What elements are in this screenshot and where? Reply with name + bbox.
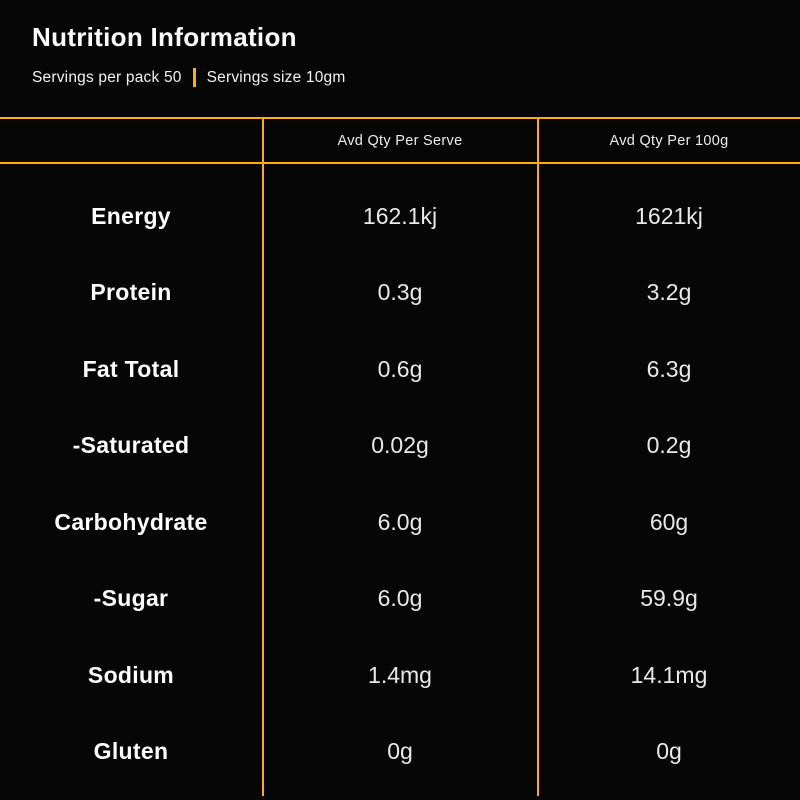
servings-info: Servings per pack 50 Servings size 10gm [32,68,800,87]
table-row: -Sugar 6.0g 59.9g [0,561,800,638]
serving-size-label: Servings size 10gm [206,68,346,86]
table-row: Sodium 1.4mg 14.1mg [0,637,800,714]
table-row: Carbohydrate 6.0g 60g [0,484,800,561]
row-label: Fat Total [82,355,180,382]
value-per-serve: 0.6g [377,355,423,382]
table-row: Fat Total 0.6g 6.3g [0,331,800,408]
row-label: Protein [90,279,172,306]
column-header-per-100g: Avd Qty Per 100g [609,132,729,149]
table-row: -Saturated 0.02g 0.2g [0,408,800,485]
row-label: -Saturated [72,432,190,459]
row-label: -Sugar [93,585,169,612]
row-label: Gluten [93,738,169,765]
value-per-serve: 1.4mg [368,661,432,688]
row-label: Energy [91,202,171,229]
table-row: Gluten 0g 0g [0,714,800,791]
row-label: Sodium [87,661,175,688]
column-divider-1 [262,117,264,796]
value-per-100g: 0.2g [646,432,692,459]
row-label: Carbohydrate [54,508,208,535]
column-header-per-serve: Avd Qty Per Serve [337,132,463,149]
table-body: Energy 162.1kj 1621kj Protein 0.3g 3.2g Fat To… [0,164,800,800]
value-per-100g: 14.1mg [630,661,708,688]
divider-bar [192,68,196,87]
table-row: Energy 162.1kj 1621kj [0,178,800,255]
value-per-100g: 3.2g [646,279,692,306]
value-per-serve: 6.0g [377,585,423,612]
value-per-100g: 6.3g [646,355,692,382]
page-title: Nutrition Information [32,22,297,52]
value-per-100g: 1621kj [635,202,703,229]
servings-per-pack-label: Servings per pack 50 [32,68,182,86]
value-per-serve: 0.02g [371,432,429,459]
value-per-serve: 162.1kj [362,202,438,229]
table-row: Protein 0.3g 3.2g [0,255,800,332]
value-per-100g: 59.9g [640,585,698,612]
value-per-serve: 0g [387,738,413,765]
value-per-serve: 6.0g [377,508,423,535]
table-header-row: Avd Qty Per Serve Avd Qty Per 100g [0,117,800,164]
value-per-serve: 0.3g [377,279,423,306]
panel-header: Nutrition Information Servings per pack … [0,0,800,87]
value-per-100g: 0g [656,738,682,765]
column-divider-2 [537,117,539,796]
value-per-100g: 60g [649,508,689,535]
